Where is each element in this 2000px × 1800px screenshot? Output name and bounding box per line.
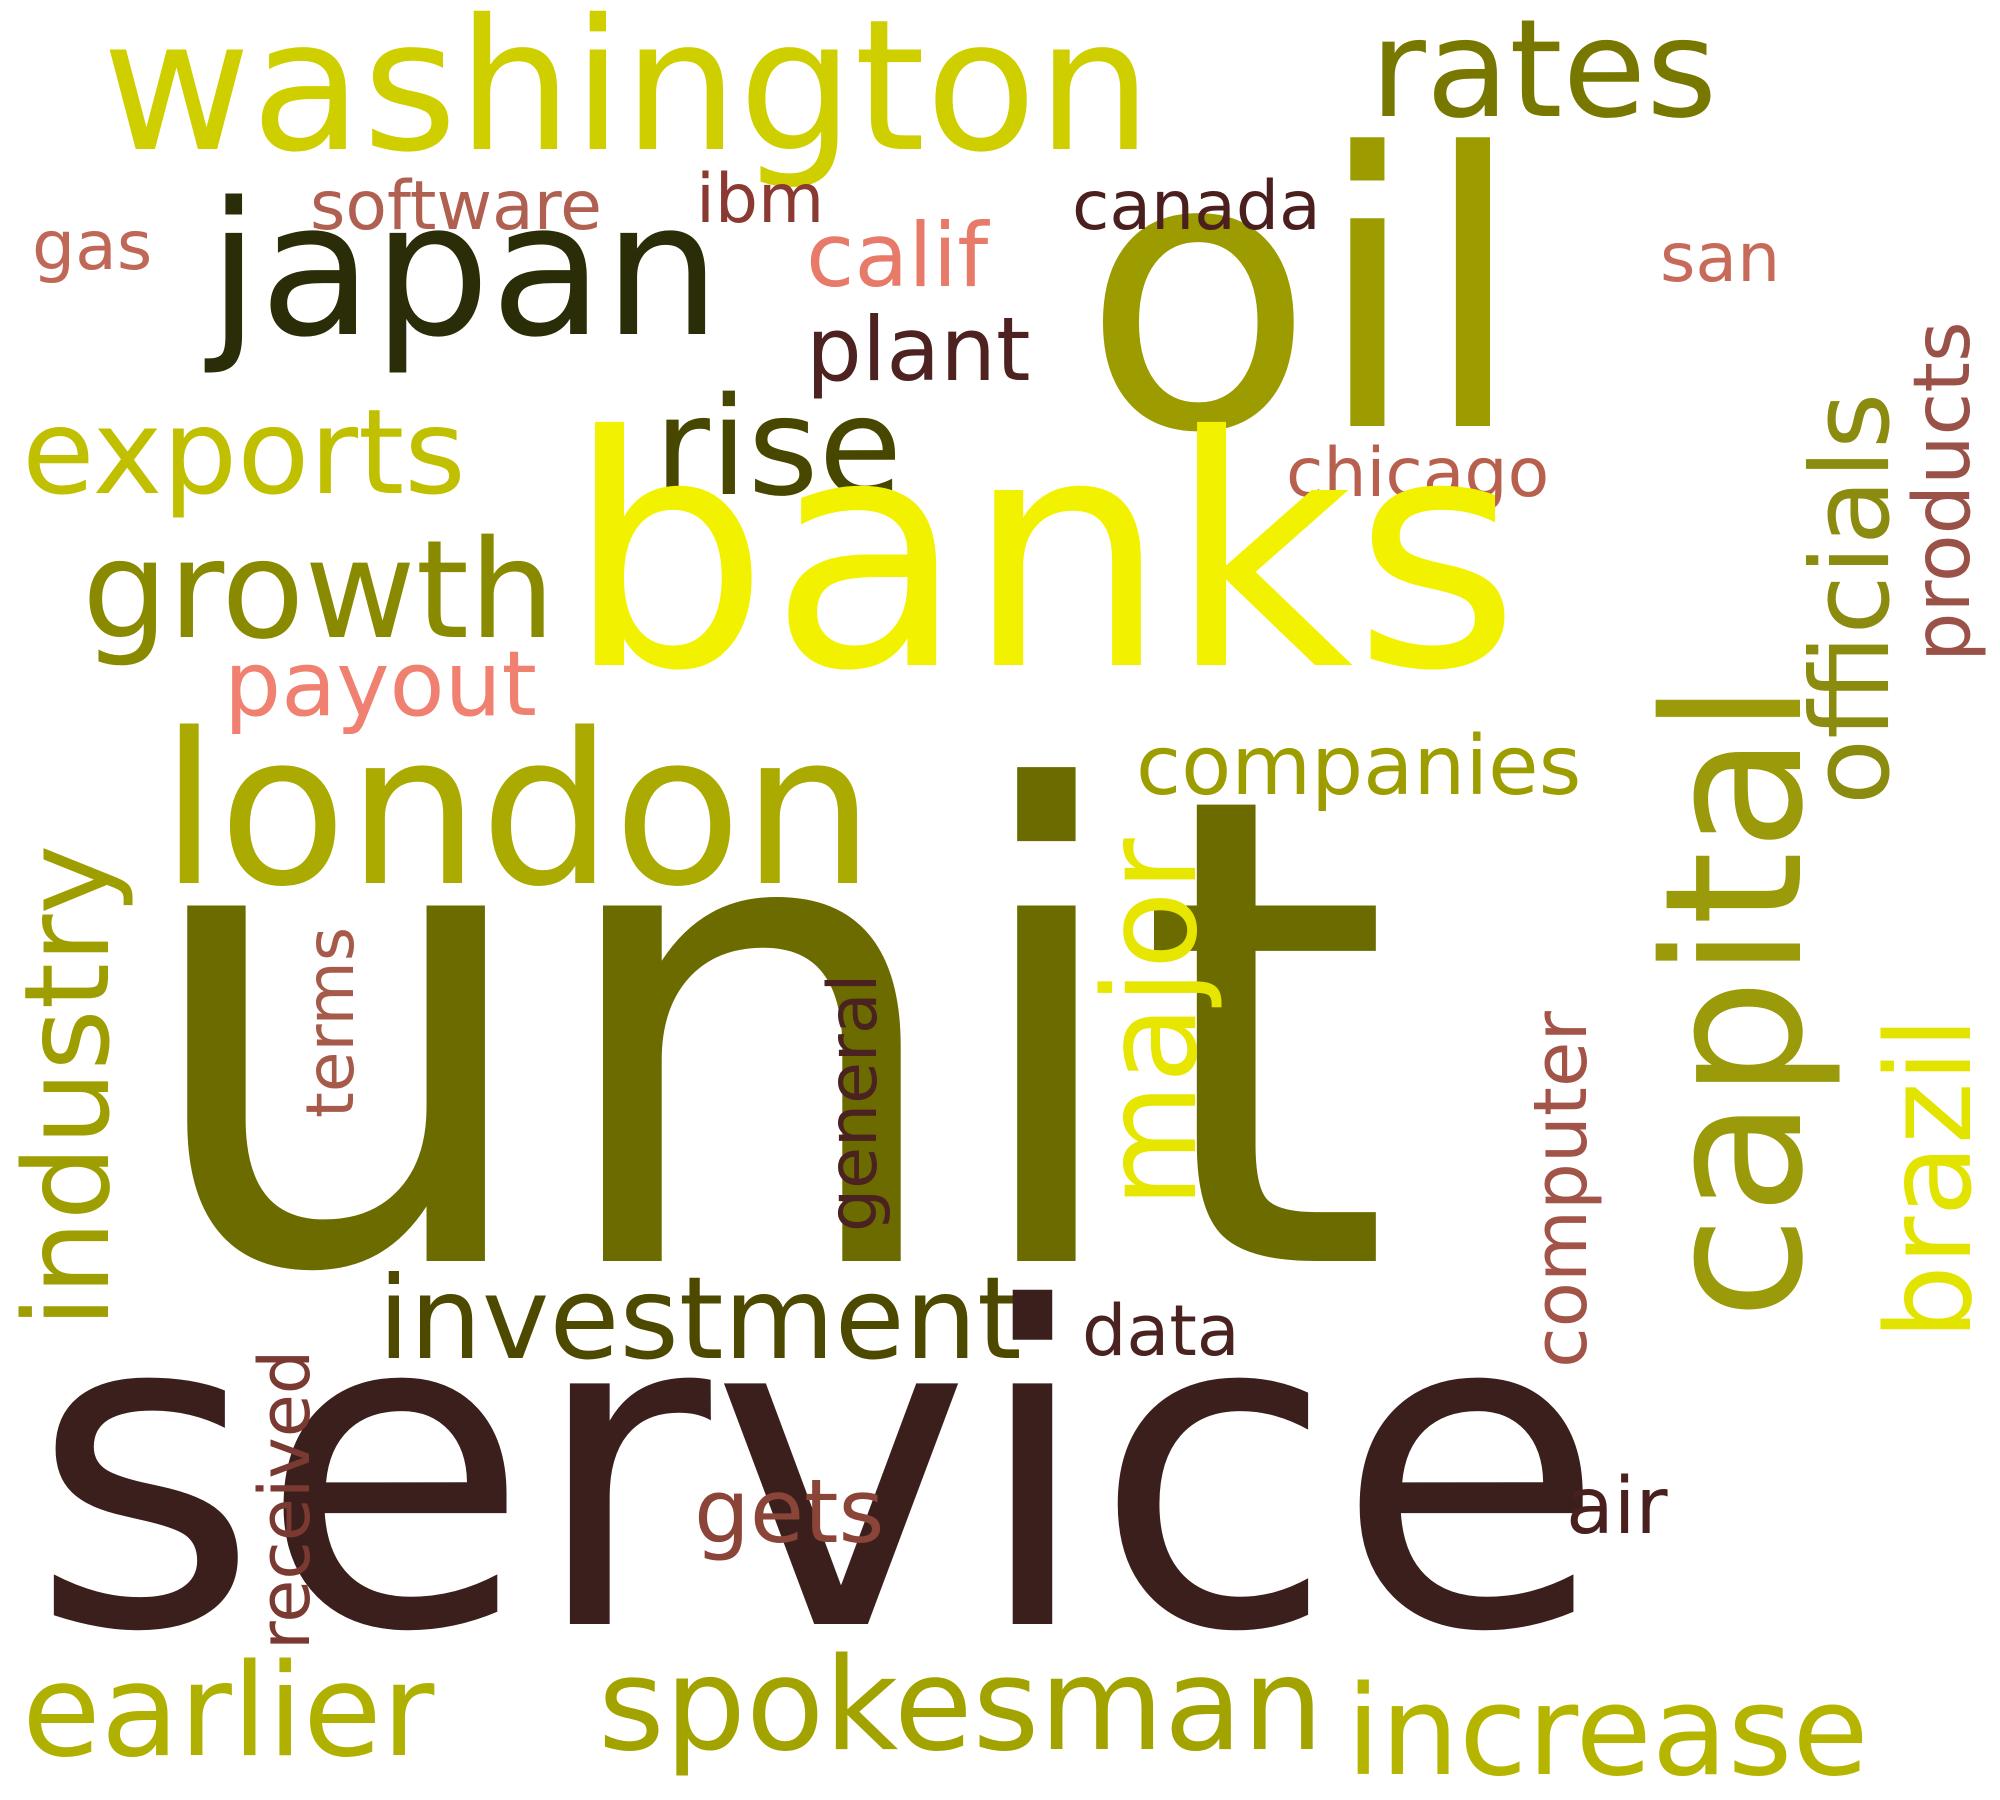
word-earlier: earlier [22,1637,435,1786]
word-brazil: brazil [1860,1016,1998,1340]
word-companies: companies [1136,719,1582,814]
word-chicago: chicago [1286,434,1550,513]
word-general: general [814,973,893,1232]
word-gas: gas [32,207,153,286]
word-industry: industry [0,844,136,1328]
word-growth: growth [82,512,556,670]
word-calif: calif [806,204,989,307]
word-san: san [1660,219,1781,298]
word-washington: washington [102,0,1153,192]
word-computer: computer [1518,1011,1604,1368]
word-oil: oil [1082,73,1526,516]
word-payout: payout [224,632,537,737]
word-unit: unit [132,659,1392,1415]
word-data: data [1082,1290,1240,1372]
word-increase: increase [1346,1660,1869,1800]
word-rise: rise [654,369,903,527]
word-software: software [310,167,603,246]
word-products: products [1898,321,1988,662]
word-banks: banks [566,369,1521,741]
word-ibm: ibm [696,160,825,239]
word-gets: gets [694,1460,885,1563]
word-major: major [1077,838,1226,1208]
word-service: service [30,1216,1607,1728]
word-received: received [244,1349,326,1650]
word-plant: plant [806,298,1031,401]
word-rates: rates [1370,0,1718,149]
word-canada: canada [1072,167,1321,246]
word-investment: investment [378,1252,1022,1385]
word-air: air [1566,1462,1668,1552]
word-spokesman: spokesman [598,1631,1324,1780]
word-exports: exports [22,383,466,521]
word-japan: japan [208,162,721,378]
word-terms: terms [292,926,369,1118]
word-london: london [160,688,875,933]
word-capital: capital [1624,681,1845,1320]
